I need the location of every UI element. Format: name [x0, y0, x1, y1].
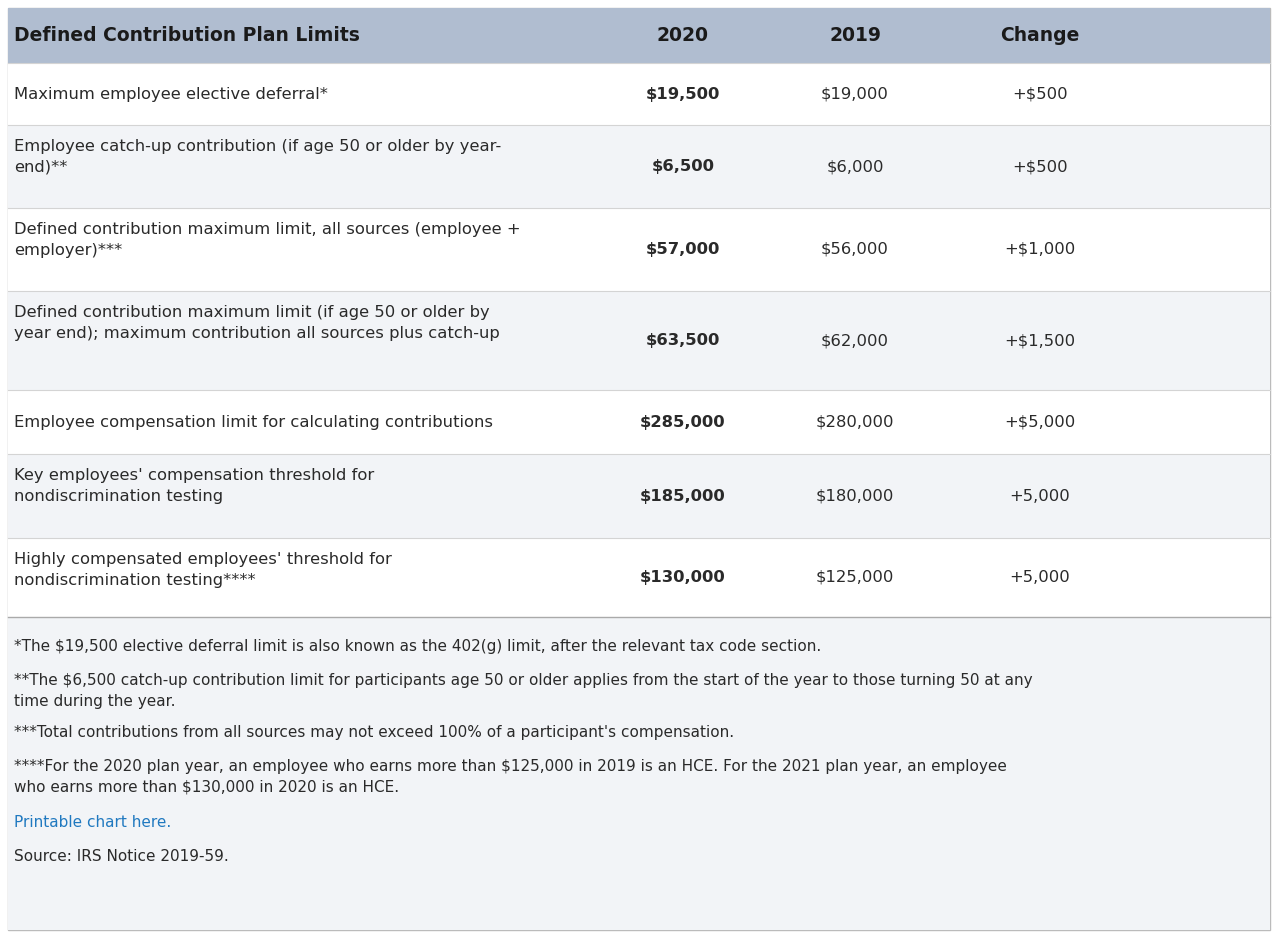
Text: $125,000: $125,000	[815, 570, 895, 585]
Text: $57,000: $57,000	[645, 242, 721, 257]
Text: Defined contribution maximum limit (if age 50 or older by
year end); maximum con: Defined contribution maximum limit (if a…	[14, 305, 500, 341]
Text: $6,000: $6,000	[827, 159, 884, 174]
Text: Printable chart here.: Printable chart here.	[14, 815, 171, 830]
Text: +$1,000: +$1,000	[1005, 242, 1076, 257]
Bar	[8, 208, 1270, 291]
Text: $280,000: $280,000	[815, 415, 895, 430]
Text: Maximum employee elective deferral*: Maximum employee elective deferral*	[14, 86, 328, 101]
Bar	[8, 538, 1270, 617]
Text: Highly compensated employees' threshold for
nondiscrimination testing****: Highly compensated employees' threshold …	[14, 552, 392, 588]
Text: **The $6,500 catch-up contribution limit for participants age 50 or older applie: **The $6,500 catch-up contribution limit…	[14, 673, 1033, 709]
Text: Defined Contribution Plan Limits: Defined Contribution Plan Limits	[14, 26, 360, 45]
Text: *The $19,500 elective deferral limit is also known as the 402(g) limit, after th: *The $19,500 elective deferral limit is …	[14, 639, 822, 654]
Text: Change: Change	[1001, 26, 1080, 45]
Bar	[8, 617, 1270, 930]
Text: +5,000: +5,000	[1010, 489, 1071, 504]
Text: $62,000: $62,000	[820, 333, 889, 348]
Text: $56,000: $56,000	[820, 242, 889, 257]
Text: ***Total contributions from all sources may not exceed 100% of a participant's c: ***Total contributions from all sources …	[14, 725, 734, 740]
Text: +$5,000: +$5,000	[1005, 415, 1076, 430]
Text: Key employees' compensation threshold for
nondiscrimination testing: Key employees' compensation threshold fo…	[14, 468, 374, 504]
Text: $185,000: $185,000	[640, 489, 726, 504]
Bar	[8, 63, 1270, 125]
Text: Employee catch-up contribution (if age 50 or older by year-
end)**: Employee catch-up contribution (if age 5…	[14, 139, 501, 175]
Text: ****For the 2020 plan year, an employee who earns more than $125,000 in 2019 is : ****For the 2020 plan year, an employee …	[14, 759, 1007, 795]
Bar	[8, 291, 1270, 390]
Bar	[8, 454, 1270, 538]
Text: $19,500: $19,500	[645, 86, 721, 101]
Text: +5,000: +5,000	[1010, 570, 1071, 585]
Text: $19,000: $19,000	[820, 86, 889, 101]
Text: +$500: +$500	[1012, 159, 1068, 174]
Text: 2019: 2019	[829, 26, 881, 45]
Bar	[8, 125, 1270, 208]
Text: 2020: 2020	[657, 26, 709, 45]
Text: $6,500: $6,500	[652, 159, 714, 174]
Text: +$1,500: +$1,500	[1005, 333, 1076, 348]
Text: Source: IRS Notice 2019-59.: Source: IRS Notice 2019-59.	[14, 849, 229, 864]
Text: $63,500: $63,500	[645, 333, 721, 348]
Text: $285,000: $285,000	[640, 415, 726, 430]
Text: Employee compensation limit for calculating contributions: Employee compensation limit for calculat…	[14, 415, 493, 430]
Text: $180,000: $180,000	[815, 489, 895, 504]
Text: Defined contribution maximum limit, all sources (employee +
employer)***: Defined contribution maximum limit, all …	[14, 222, 520, 258]
Text: $130,000: $130,000	[640, 570, 726, 585]
Text: +$500: +$500	[1012, 86, 1068, 101]
Bar	[8, 8, 1270, 63]
Bar	[8, 390, 1270, 454]
